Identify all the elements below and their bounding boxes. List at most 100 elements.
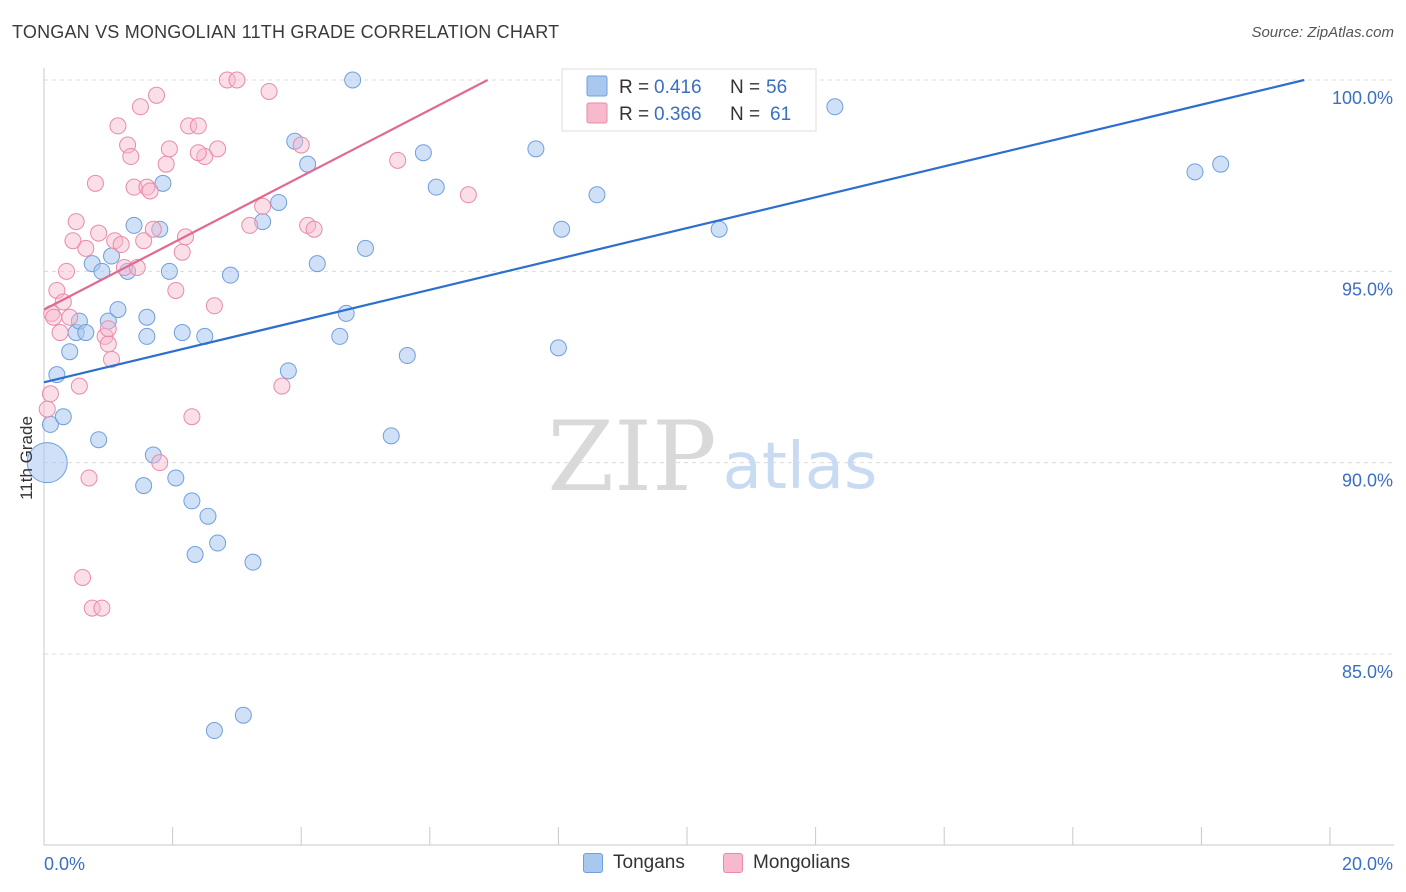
mongolian-point [205,297,223,315]
tongan-point [270,193,288,211]
tongan-point [54,408,72,426]
mongolian-point [74,568,92,586]
x-tick-label-1: 20.0% [1342,854,1393,874]
correlation-legend: R = 0.416 N = 56 R = 0.366 N = 61 [561,68,817,132]
tongan-point [154,174,172,192]
legend-r-label-mongolians: R = [619,104,649,125]
legend-r-value-mongolians: 0.366 [654,104,702,125]
tongan-point [414,144,432,162]
tongans-points [26,71,1230,740]
tongan-point [234,706,252,724]
y-tick-labels: 100.0% 95.0% 90.0% 85.0% [1332,88,1393,682]
mongolian-point [99,320,117,338]
mongolian-point [160,140,178,158]
tongan-point [1212,155,1230,173]
y-tick-label-3: 85.0% [1342,662,1393,682]
y-tick-label-0: 100.0% [1332,88,1393,108]
mongolian-point [80,469,98,487]
tongan-point [549,339,567,357]
mongolian-point [112,236,130,254]
tongan-point [221,266,239,284]
tongan-point [527,140,545,158]
mongolian-point [135,232,153,250]
tongan-point [357,239,374,257]
legend-r-label-tongans: R = [619,77,649,98]
mongolian-point [86,174,104,192]
tongan-point [331,327,349,345]
mongolian-point [183,408,201,426]
legend-n-value-mongolians: 61 [770,104,791,125]
mongolian-point [83,599,101,617]
chart-title: TONGAN VS MONGOLIAN 11TH GRADE CORRELATI… [12,22,560,42]
tongan-point [138,308,156,326]
tongan-point [135,477,153,495]
mongolian-point [38,400,56,418]
mongolian-point [109,117,127,135]
tongan-point [344,71,362,89]
legend-swatch-tongans-bottom [583,853,603,873]
legend-n-label-tongans: N = [730,77,760,98]
mongolian-point [209,140,227,158]
mongolian-point [228,71,246,89]
mongolian-point [180,117,198,135]
mongolian-point [189,144,207,162]
mongolian-point [45,308,63,326]
mongolian-point [90,224,108,242]
x-tick-marks [43,827,1331,845]
mongolian-point [122,148,140,166]
tongan-point [205,722,223,740]
mongolian-point [167,281,185,299]
tongans-trendline [43,78,1305,384]
legend-swatch-mongolians-bottom [723,853,743,873]
mongolian-point [241,216,259,234]
tongan-point [398,347,416,365]
series-legend: Tongans Mongolians [0,852,1406,878]
watermark: ZIP atlas [547,401,877,513]
mongolian-point [131,98,149,116]
legend-r-value-tongans: 0.416 [654,77,702,98]
mongolian-point [218,71,236,89]
mongolian-point [141,182,159,200]
tongan-point [109,301,127,319]
tongan-point [90,431,108,449]
mongolian-point [93,599,111,617]
mongolian-point [70,377,88,395]
tongan-point [244,553,262,571]
mongolian-point [151,454,169,472]
mongolian-point [77,239,95,257]
tongan-point [160,262,178,280]
mongolian-point [292,136,310,154]
tongan-point [209,534,227,552]
mongolian-point [103,350,121,368]
mongolian-point [41,385,59,403]
y-axis-title: 11th Grade [17,416,36,500]
tongan-point [183,492,201,510]
mongolian-point [254,197,272,215]
tongan-point [254,213,272,231]
legend-swatch-mongolians [586,102,608,124]
mongolian-point [64,232,82,250]
tongan-point [61,343,79,361]
mongolians-points [38,71,477,617]
tongan-point [77,324,95,342]
tongan-point [1186,163,1204,181]
tongan-point [279,362,297,380]
tongan-point [138,327,156,345]
tongan-point [588,186,606,204]
tongan-point [710,220,728,238]
watermark-atlas: atlas [723,430,878,504]
mongolian-point [273,377,291,395]
tongan-point [167,469,185,487]
tongan-point [26,442,68,484]
mongolian-point [148,86,166,104]
legend-label-mongolians: Mongolians [753,852,851,873]
x-tick-labels: 0.0% 20.0% [44,854,1393,874]
tongan-point [151,220,169,238]
mongolian-point [260,82,278,100]
mongolian-point [61,308,79,326]
x-tick-label-0: 0.0% [44,854,85,874]
mongolian-point [67,213,85,231]
mongolian-point [99,335,117,353]
mongolian-point [51,324,69,342]
